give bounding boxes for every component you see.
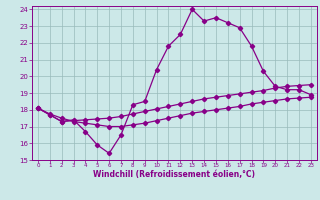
X-axis label: Windchill (Refroidissement éolien,°C): Windchill (Refroidissement éolien,°C) [93, 170, 255, 179]
